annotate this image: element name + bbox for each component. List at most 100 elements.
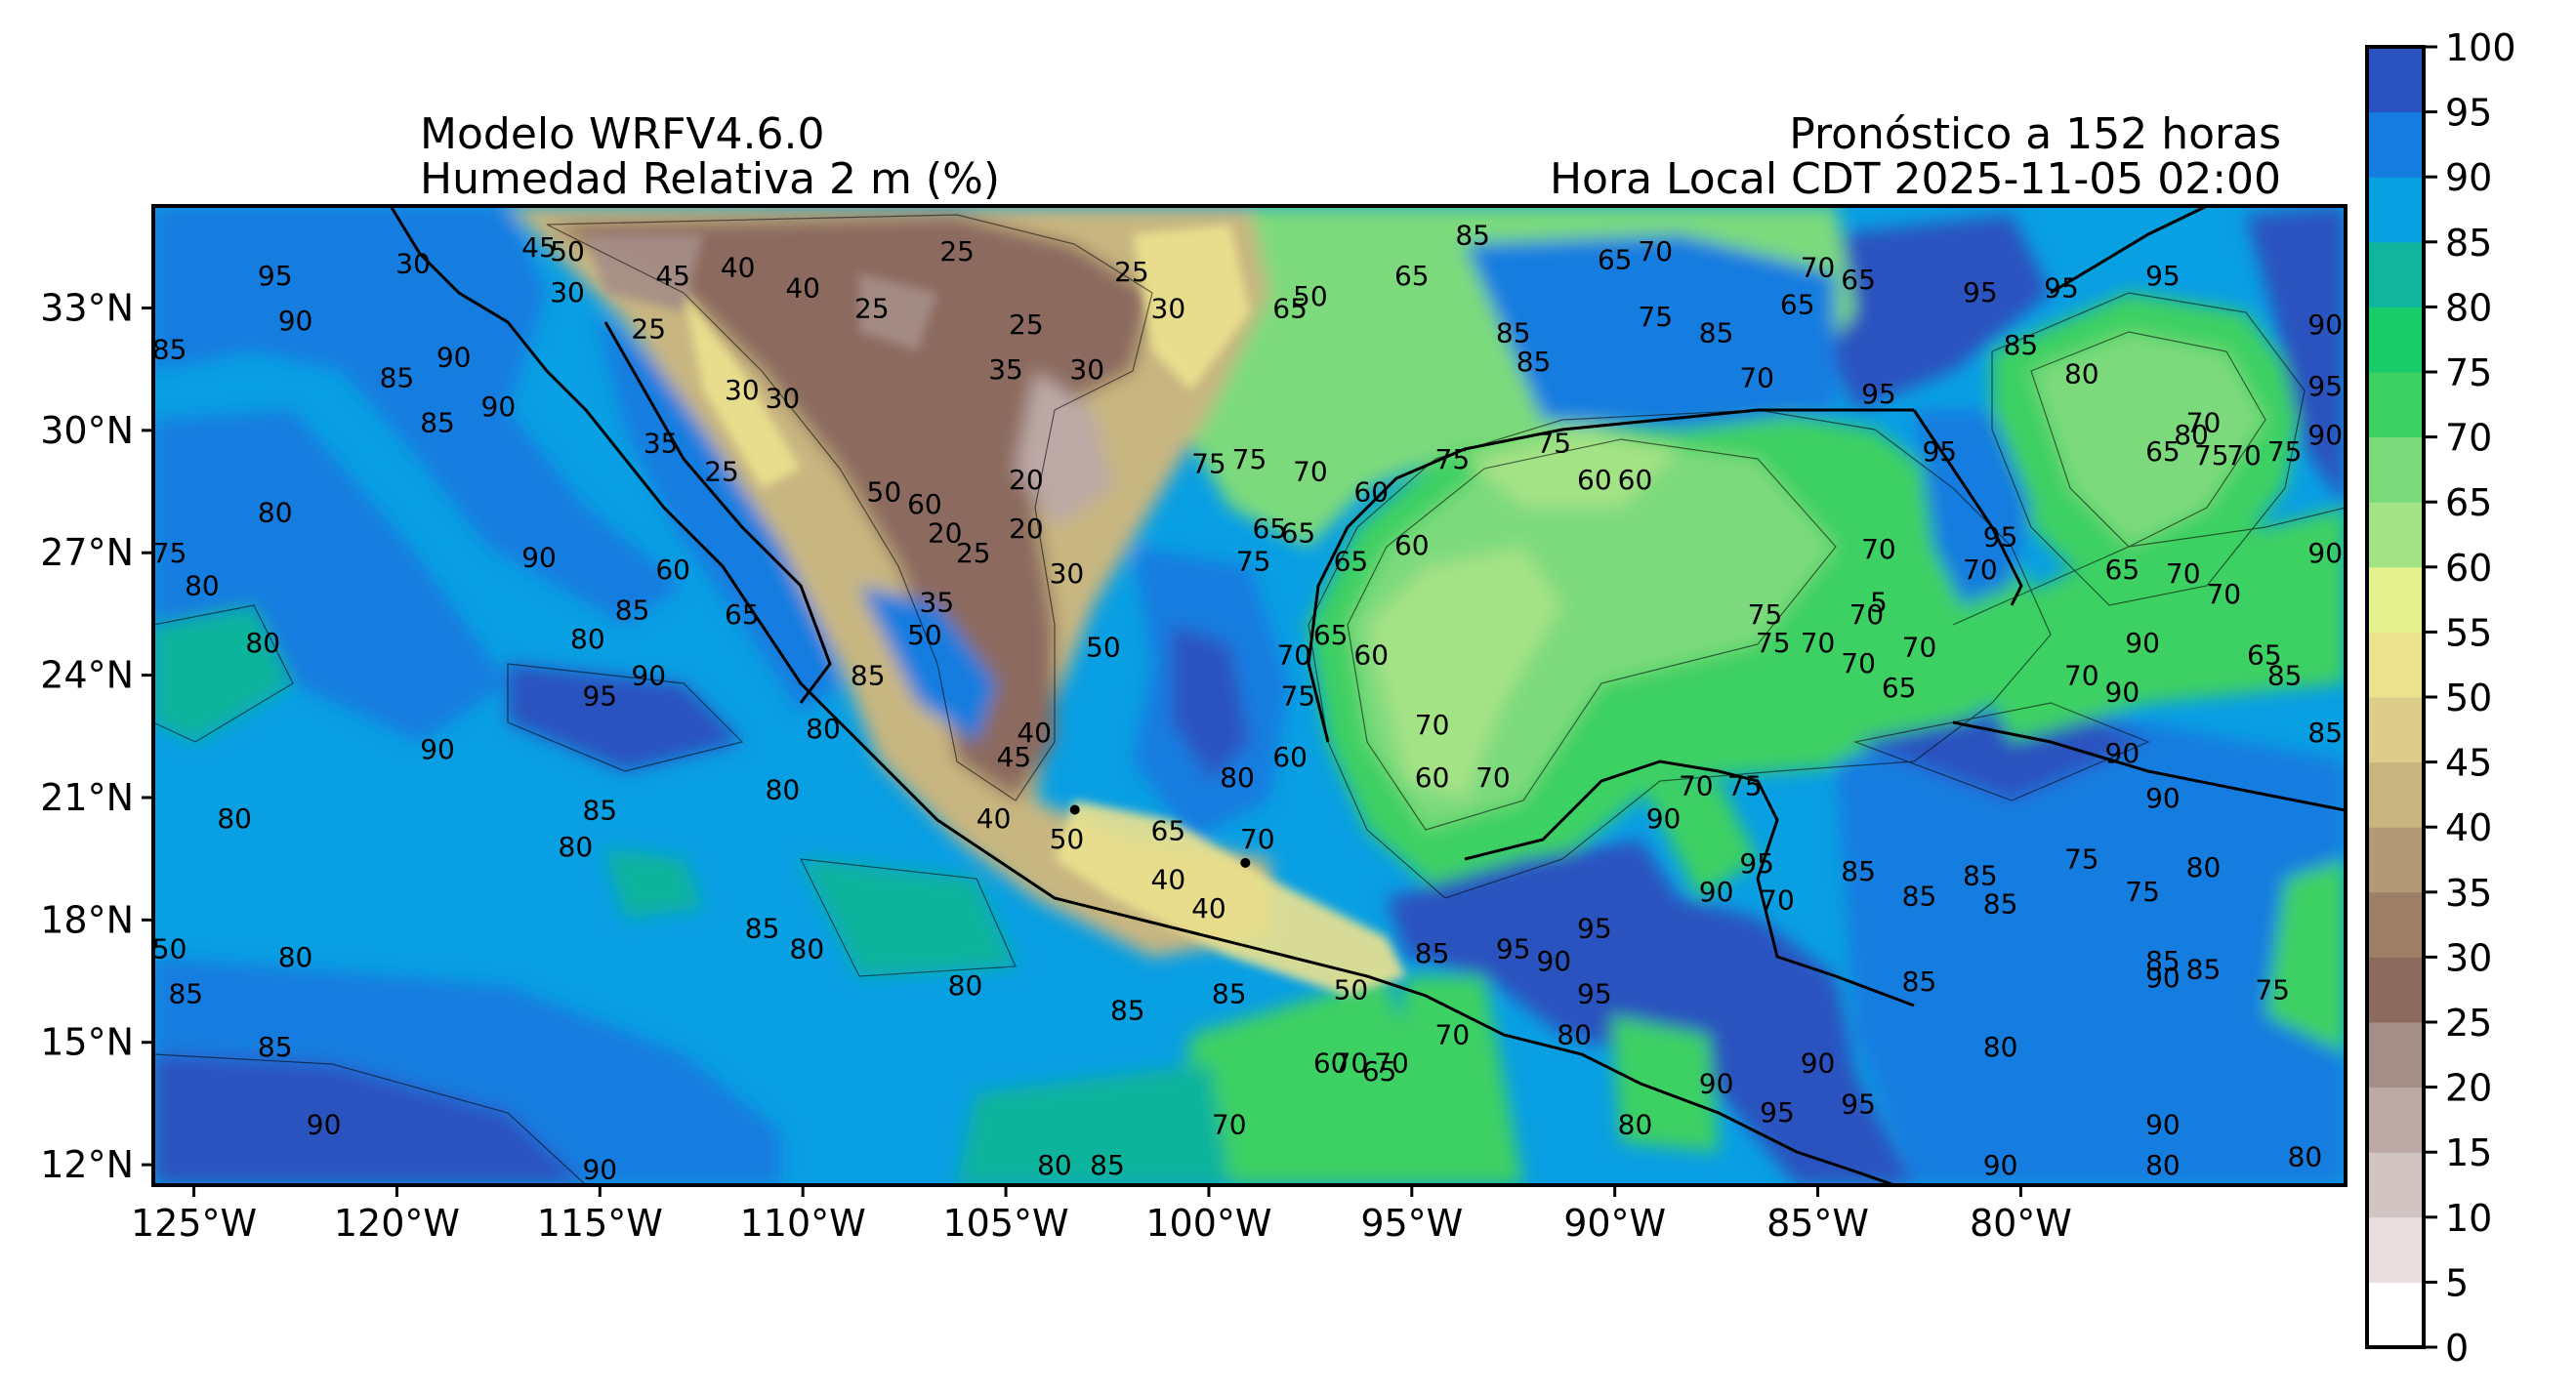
colorbar-tick-label: 80 (2445, 286, 2492, 329)
lon-tick-label: 85°W (1766, 1202, 1869, 1245)
contour-label: 60 (655, 554, 690, 586)
contour-label: 45 (655, 260, 690, 292)
colorbar-tick-label: 5 (2445, 1261, 2469, 1304)
caribbean-green-band (1953, 508, 2346, 742)
contour-label: 75 (1232, 443, 1267, 475)
title-forecast-hour: Pronóstico a 152 horas (1789, 109, 2281, 159)
contour-label: 95 (1760, 1096, 1795, 1129)
contour-label: 70 (1801, 252, 1836, 284)
atlantic-wet-east (2246, 206, 2346, 508)
contour-label: 80 (790, 933, 825, 965)
contour-label: 90 (2105, 676, 2140, 708)
colorbar-tick-label: 85 (2445, 222, 2492, 265)
contour-label: 85 (380, 362, 415, 394)
contour-label: 65 (1151, 814, 1186, 846)
mexico-northwest-yellow-edge (684, 293, 801, 488)
mexico-driest-core (1016, 371, 1113, 527)
contour-label: 70 (1963, 554, 1998, 586)
contour-label: 95 (1922, 435, 1957, 468)
contour-label: 90 (1801, 1047, 1836, 1080)
contour-label: 30 (1069, 353, 1104, 386)
contour-label: 80 (245, 627, 280, 659)
mexico-southwest-yellow-band (1055, 801, 1406, 996)
contour-label: 20 (1009, 513, 1044, 545)
colorbar-segment (2367, 111, 2424, 178)
contour-label: 95 (582, 680, 617, 713)
colorbar-tick-label: 0 (2445, 1327, 2469, 1370)
contour-label: 50 (1050, 823, 1085, 855)
contour-label: 85 (168, 978, 203, 1010)
colorbar-tick-label: 20 (2445, 1067, 2492, 1110)
contour-label: 60 (1394, 529, 1430, 561)
contour-label: 95 (2044, 272, 2079, 305)
contour-label: 85 (1517, 346, 1552, 378)
lon-tick-label: 120°W (334, 1202, 460, 1245)
colorbar-segment (2367, 1087, 2424, 1153)
contour-label: 85 (2267, 660, 2303, 692)
lat-tick-label: 12°N (40, 1143, 134, 1186)
colorbar-segment (2367, 697, 2424, 763)
atlantic-driest-plume (2031, 332, 2265, 547)
title-valid-time: Hora Local CDT 2025-11-05 02:00 (1549, 154, 2281, 204)
contour-label: 90 (1983, 1149, 2018, 1181)
contour-label: 20 (928, 516, 963, 549)
contour-label: 85 (1455, 219, 1490, 251)
colorbar-tick-label: 90 (2445, 156, 2492, 199)
contour-label: 40 (1151, 864, 1186, 896)
contour-label: 30 (725, 374, 760, 406)
colorbar-tick-label: 40 (2445, 806, 2492, 849)
contour-label: 75 (2267, 435, 2303, 468)
contour-label: 25 (1114, 256, 1149, 288)
caribbean-field (1836, 703, 2346, 1185)
contour-label: 70 (1739, 362, 1774, 394)
contour-label: 95 (1861, 378, 1896, 410)
lat-tick-label: 24°N (40, 654, 134, 697)
sierra-madre-east-very-wet (1172, 625, 1250, 781)
contour-label: 85 (745, 913, 780, 945)
city-marker (1240, 857, 1251, 868)
yucatan-guatemala-wet (1387, 840, 1914, 1185)
gulf-driest-center (1367, 547, 1562, 801)
contour-label: 5 (1870, 586, 1888, 618)
contour-label: 65 (1394, 260, 1430, 292)
lat-tick-label: 33°N (40, 286, 134, 329)
contour-label: 85 (1496, 317, 1531, 349)
contour-label: 70 (1679, 769, 1714, 801)
colorbar-segment (2367, 1152, 2424, 1218)
contour-label: 85 (258, 1031, 293, 1063)
contour-label: 65 (1598, 243, 1633, 275)
gulf-north-dry (1465, 430, 1680, 508)
contour-label: 90 (2307, 537, 2343, 569)
contour-label: 50 (152, 933, 187, 965)
colorbar-segment (2367, 891, 2424, 958)
contour-label: 70 (2206, 578, 2241, 610)
contour-label: 80 (1037, 1149, 1072, 1181)
contour-label: 75 (2194, 439, 2229, 472)
contour-label: 60 (1415, 761, 1450, 794)
colorbar-segment (2367, 566, 2424, 633)
contour-lines (153, 214, 2346, 1185)
colorbar-tick-label: 35 (2445, 872, 2492, 915)
contour-label: 80 (2145, 1149, 2181, 1181)
contour-label: 70 (1435, 1018, 1471, 1050)
contour-label: 65 (1882, 672, 1917, 704)
colorbar-segment (2367, 436, 2424, 503)
lon-tick-label: 80°W (1970, 1202, 2072, 1245)
contour-label: 80 (185, 570, 220, 602)
contour-label: 95 (1963, 276, 1998, 308)
contour-label: 65 (1841, 264, 1876, 296)
lat-tick-label: 21°N (40, 776, 134, 819)
contour-label: 75 (2255, 973, 2290, 1006)
colorbar-segment (2367, 632, 2424, 698)
contour-label: 70 (1212, 1108, 1247, 1140)
contour-label: 80 (2288, 1141, 2323, 1173)
contour-label: 90 (2105, 737, 2140, 769)
contour-label: 85 (615, 595, 650, 627)
lat-tick-label: 18°N (40, 898, 134, 941)
contour-label: 75 (1435, 443, 1471, 475)
contour-label: 85 (1699, 317, 1734, 349)
colorbar-tick-label: 60 (2445, 547, 2492, 590)
contour-label: 60 (1577, 464, 1612, 496)
